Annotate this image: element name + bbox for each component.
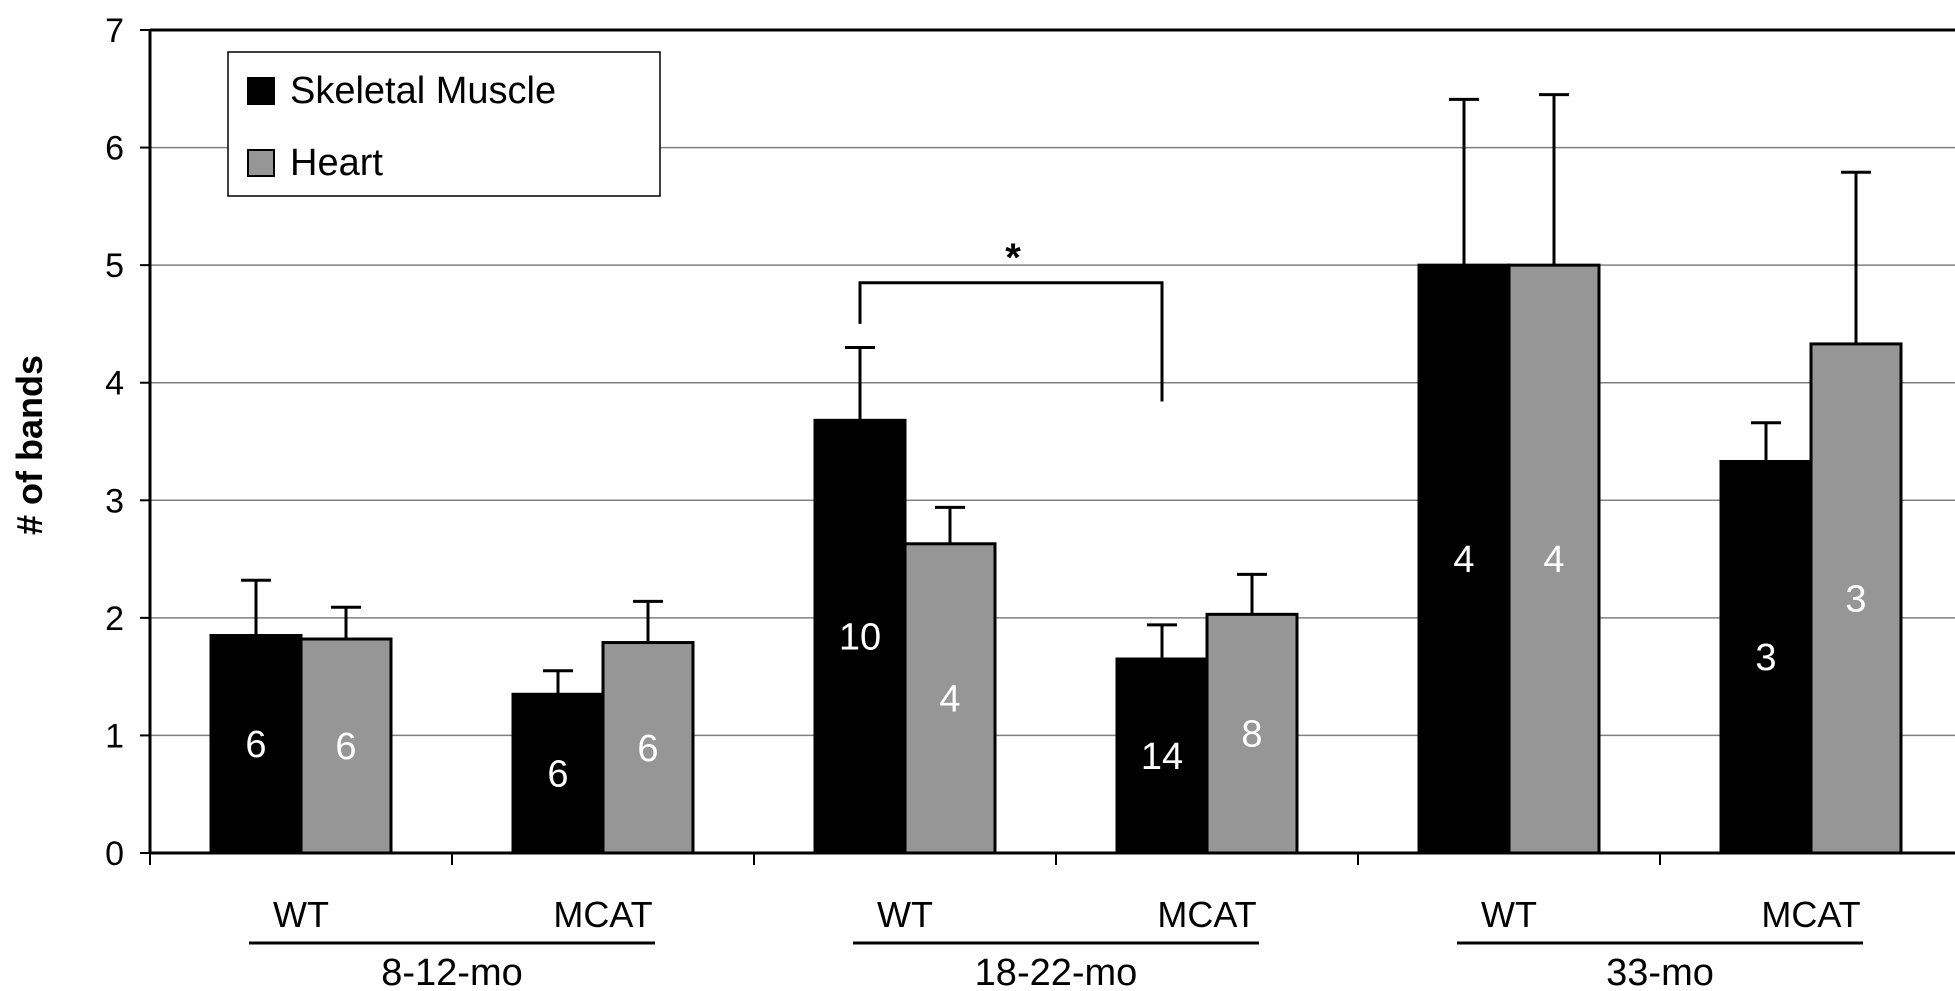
bar-1-4 (1507, 263, 1601, 855)
x-category-label-1: MCAT (553, 894, 652, 935)
significance-bracket-0 (858, 281, 1164, 402)
significance-annotation: * (858, 236, 1164, 402)
y-axis-label: # of bands (9, 355, 50, 535)
bar-1-5 (1809, 342, 1903, 855)
y-tick-label-3: 3 (105, 482, 124, 520)
group-label-0: 8-12-mo (381, 952, 523, 991)
y-tick-label-7: 7 (105, 12, 124, 50)
legend-box (227, 51, 661, 197)
significance-star-0: * (1005, 236, 1021, 280)
x-category-label-2: WT (877, 894, 933, 935)
y-tick-label-5: 5 (105, 247, 124, 285)
bar-1-3 (1205, 612, 1299, 855)
x-category-label-3: MCAT (1157, 894, 1256, 935)
y-tick-label-0: 0 (105, 835, 124, 873)
n-label-0-1: 6 (547, 754, 568, 796)
n-label-0-2: 10 (839, 617, 881, 659)
bar-1-0 (299, 637, 393, 855)
axes (140, 28, 1955, 865)
n-label-0-0: 6 (245, 724, 266, 766)
x-category-label-0: WT (273, 894, 329, 935)
n-label-1-1: 6 (637, 728, 658, 770)
n-label-0-4: 4 (1453, 539, 1474, 581)
bar-0-3 (1115, 657, 1209, 855)
x-category-label-5: MCAT (1761, 894, 1860, 935)
x-group-labels: 8-12-mo 18-22-mo 33-mo (249, 941, 1863, 991)
bars (209, 263, 1903, 855)
x-category-label-4: WT (1481, 894, 1537, 935)
legend-label-0: Skeletal Muscle (290, 70, 556, 112)
error-bars (241, 93, 1871, 695)
n-label-0-5: 3 (1755, 637, 1776, 679)
n-label-1-0: 6 (335, 726, 356, 768)
y-tick-label-2: 2 (105, 600, 124, 638)
legend-label-1: Heart (290, 142, 383, 184)
bar-1-1 (601, 641, 695, 855)
sample-size-labels: 6 6 10 14 4 3 6 6 4 8 4 3 (245, 539, 1866, 796)
group-label-1: 18-22-mo (975, 952, 1138, 991)
n-label-1-5: 3 (1845, 578, 1866, 620)
bar-0-5 (1719, 459, 1813, 855)
bar-0-4 (1417, 263, 1511, 855)
y-tick-labels: 0 1 2 3 4 5 6 7 (105, 12, 124, 873)
bar-0-2 (813, 418, 907, 855)
n-label-0-3: 14 (1141, 736, 1183, 778)
legend-swatch-0 (247, 77, 275, 105)
y-tick-label-6: 6 (105, 130, 124, 168)
group-label-2: 33-mo (1606, 952, 1714, 991)
n-label-1-4: 4 (1543, 539, 1564, 581)
n-label-1-3: 8 (1241, 714, 1262, 756)
y-tick-label-1: 1 (105, 717, 124, 755)
x-category-labels: WT MCAT WT MCAT WT MCAT (273, 894, 1861, 935)
n-label-1-2: 4 (939, 678, 960, 720)
legend-swatch-1 (247, 149, 275, 177)
legend: Skeletal Muscle Heart (227, 51, 661, 197)
y-tick-label-4: 4 (105, 365, 124, 403)
bar-0-1 (511, 692, 605, 855)
